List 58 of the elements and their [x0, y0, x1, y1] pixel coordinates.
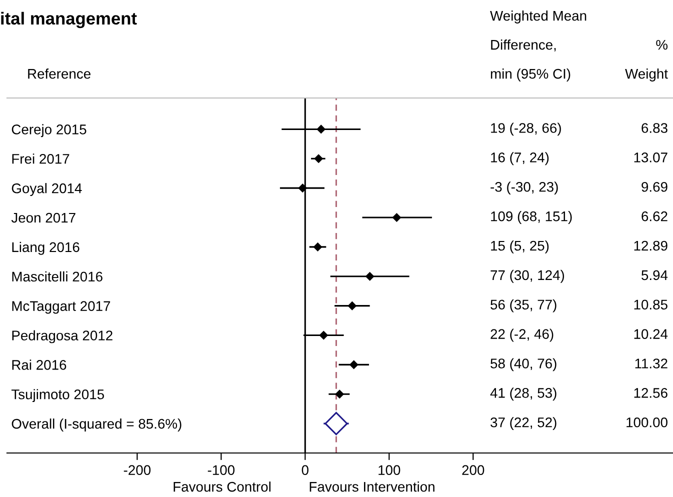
- annotation: 10.24: [634, 329, 668, 339]
- x-tick-label: -200: [124, 465, 151, 476]
- annotation: 37 (22, 52): [490, 417, 556, 430]
- y-tick-label: Pedragosa 2012: [12, 330, 112, 344]
- annotation: -3 (-30, 23): [490, 182, 558, 195]
- point: [366, 272, 374, 281]
- annotation: 58 (40, 76): [490, 358, 556, 372]
- point: [314, 154, 323, 163]
- point: [316, 125, 326, 134]
- text: Reference: [28, 68, 90, 79]
- x-tick-label: 100: [378, 465, 400, 476]
- x-tick-label: 0: [302, 465, 308, 476]
- y-tick-label: Tsujimoto 2015: [11, 389, 104, 402]
- annotation: 100.00: [626, 417, 668, 428]
- chart-title: ital management: [1, 12, 137, 28]
- point: [392, 213, 401, 222]
- y-tick-label: Goyal 2014: [12, 183, 82, 196]
- y-tick-label: Jeon 2017: [11, 212, 76, 223]
- text: %: [656, 40, 668, 50]
- text: Weight: [625, 68, 668, 82]
- y-tick-label: Mascitelli 2016: [12, 271, 102, 282]
- x-tick-label: 200: [462, 465, 484, 476]
- annotation: 13.07: [634, 152, 668, 162]
- annotation: 5.94: [642, 270, 668, 280]
- point: [335, 390, 344, 398]
- annotation: 9.69: [642, 182, 668, 192]
- annotation: 12.56: [634, 388, 668, 398]
- annotation: 10.85: [634, 300, 668, 310]
- y-tick-label: Rai 2016: [12, 360, 66, 370]
- annotation: 56 (35, 77): [490, 299, 556, 312]
- text: min (95% CI): [490, 68, 570, 82]
- annotation: 77 (30, 124): [490, 270, 564, 283]
- point: [298, 184, 307, 192]
- annotation: 15 (5, 25): [491, 240, 549, 254]
- annotation: 19 (-28, 66): [491, 122, 561, 136]
- point: [350, 360, 358, 369]
- text: Favours Control: [174, 482, 270, 492]
- annotation: 109 (68, 151): [491, 211, 572, 224]
- annotation: 22 (-2, 46): [490, 328, 554, 342]
- x-tick-label: -100: [208, 465, 235, 476]
- y-tick-label: Cerejo 2015: [12, 124, 86, 138]
- y-tick-label: McTaggart 2017: [12, 301, 110, 314]
- point: [324, 412, 348, 436]
- text: Favours Intervention: [310, 482, 434, 492]
- text: Weighted Mean: [490, 10, 586, 24]
- annotation: 41 (28, 53): [490, 388, 556, 401]
- point: [348, 302, 356, 310]
- annotation: 6.83: [642, 123, 668, 133]
- annotation: 16 (7, 24): [491, 152, 549, 166]
- annotation: 6.62: [642, 211, 668, 222]
- text: Difference,: [491, 40, 556, 52]
- y-tick-label: Frei 2017: [12, 154, 70, 164]
- y-tick-label: Liang 2016: [12, 242, 80, 255]
- point: [314, 242, 322, 252]
- annotation: 12.89: [634, 240, 668, 251]
- annotation: 11.32: [635, 358, 668, 368]
- y-tick-label: Overall (I-squared = 85.6%): [12, 418, 182, 432]
- point: [319, 331, 328, 340]
